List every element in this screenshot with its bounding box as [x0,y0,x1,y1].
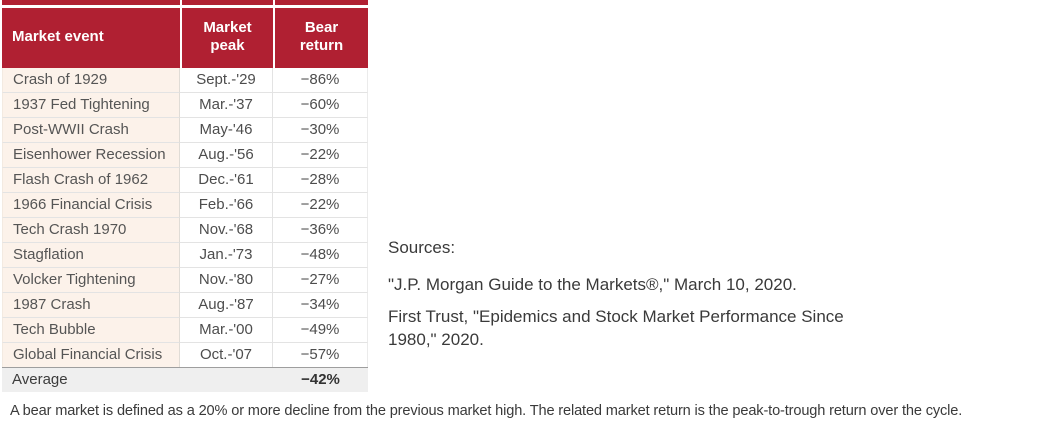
market-event-cell: Eisenhower Recession [2,143,180,168]
table-row: Eisenhower Recession Aug.-'56 −22% [2,143,368,168]
market-event-cell: Volcker Tightening [2,268,180,293]
bear-return-cell: −36% [273,218,368,243]
average-row: Average −42% [2,367,368,392]
source-item-jpmorgan: "J.P. Morgan Guide to the Markets®," Mar… [388,275,797,294]
table-row: Volcker Tightening Nov.-'80 −27% [2,268,368,293]
market-peak-cell: Nov.-'68 [180,218,273,243]
table-header: Market event Market peak Bear return [2,0,368,68]
bear-return-cell: −30% [273,118,368,143]
table-row: Tech Bubble Mar.-'00 −49% [2,318,368,343]
bear-return-cell: −28% [273,168,368,193]
table-footer: Average −42% [2,367,368,392]
table-row: Stagflation Jan.-'73 −48% [2,243,368,268]
market-peak-cell: Oct.-'07 [180,343,273,367]
sources-heading: Sources: [388,238,456,257]
market-peak-cell: Feb.-'66 [180,193,273,218]
average-label: Average [2,367,273,392]
market-peak-cell: Jan.-'73 [180,243,273,268]
table-row: Post-WWII Crash May-'46 −30% [2,118,368,143]
market-event-cell: Stagflation [2,243,180,268]
bear-market-table: Market event Market peak Bear return Cra… [2,0,368,392]
column-header-market-event: Market event [2,0,180,68]
table-row: 1966 Financial Crisis Feb.-'66 −22% [2,193,368,218]
market-event-cell: Tech Bubble [2,318,180,343]
market-event-cell: Tech Crash 1970 [2,218,180,243]
column-header-bear-return: Bear return [273,0,368,68]
market-peak-cell: Mar.-'37 [180,93,273,118]
column-header-market-peak: Market peak [180,0,273,68]
market-peak-cell: Nov.-'80 [180,268,273,293]
market-event-cell: 1937 Fed Tightening [2,93,180,118]
market-peak-cell: Aug.-'87 [180,293,273,318]
market-peak-cell: Mar.-'00 [180,318,273,343]
market-events-table: Market event Market peak Bear return Cra… [2,0,368,392]
bear-return-cell: −22% [273,143,368,168]
market-peak-cell: May-'46 [180,118,273,143]
market-event-cell: Global Financial Crisis [2,343,180,367]
average-value: −42% [273,367,368,392]
table-row: 1987 Crash Aug.-'87 −34% [2,293,368,318]
sources-block: Sources: "J.P. Morgan Guide to the Marke… [388,238,870,360]
table-row: Flash Crash of 1962 Dec.-'61 −28% [2,168,368,193]
source-item-first-trust: First Trust, "Epidemics and Stock Market… [388,307,844,349]
market-event-cell: Crash of 1929 [2,68,180,93]
footnote-text: A bear market is defined as a 20% or mor… [10,403,963,419]
table-row: Global Financial Crisis Oct.-'07 −57% [2,343,368,367]
bear-return-cell: −34% [273,293,368,318]
bear-return-cell: −60% [273,93,368,118]
market-peak-cell: Dec.-'61 [180,168,273,193]
bear-return-cell: −86% [273,68,368,93]
bear-return-cell: −57% [273,343,368,367]
table-row: Crash of 1929 Sept.-'29 −86% [2,68,368,93]
bear-return-cell: −27% [273,268,368,293]
market-event-cell: 1987 Crash [2,293,180,318]
market-event-cell: 1966 Financial Crisis [2,193,180,218]
table-row: Tech Crash 1970 Nov.-'68 −36% [2,218,368,243]
header-row: Market event Market peak Bear return [2,0,368,68]
market-peak-cell: Sept.-'29 [180,68,273,93]
market-event-cell: Flash Crash of 1962 [2,168,180,193]
table-row: 1937 Fed Tightening Mar.-'37 −60% [2,93,368,118]
market-event-cell: Post-WWII Crash [2,118,180,143]
bear-return-cell: −22% [273,193,368,218]
bear-return-cell: −49% [273,318,368,343]
bear-return-cell: −48% [273,243,368,268]
market-peak-cell: Aug.-'56 [180,143,273,168]
table-body: Crash of 1929 Sept.-'29 −86% 1937 Fed Ti… [2,68,368,367]
